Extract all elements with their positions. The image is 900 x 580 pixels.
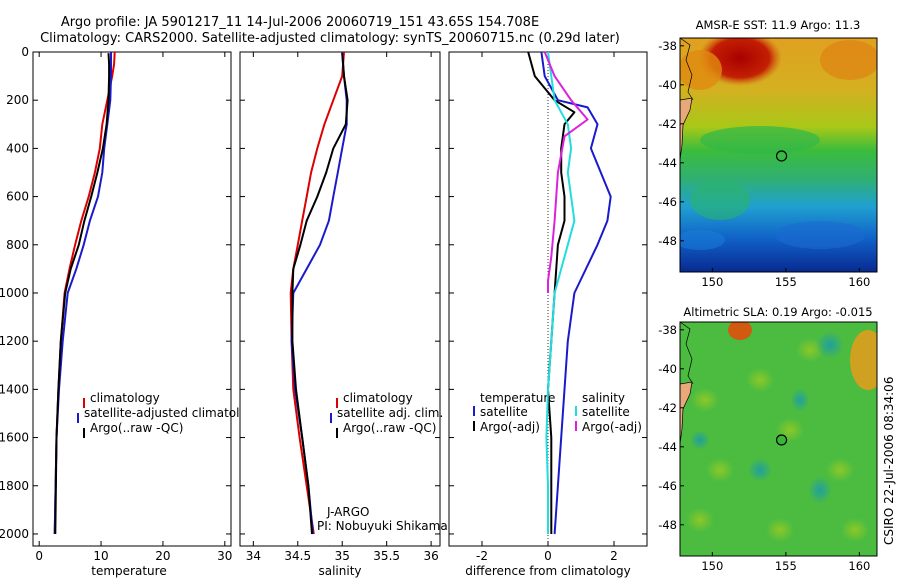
sla-map-frame [679, 321, 878, 557]
depth-tick-label: 1800 [0, 479, 29, 493]
salinity-xtick-label: 34 [246, 549, 261, 563]
difference-xtick-label: 2 [610, 549, 618, 563]
legend-sal-satellite: satellite [582, 405, 630, 419]
temperature-line-argo-raw-qc- [54, 53, 111, 535]
sla_map-xtick-label: 150 [701, 559, 723, 573]
temperature-xtick-label: 10 [93, 549, 108, 563]
temperature-xtick-label: 30 [217, 549, 232, 563]
sst_map-ytick-label: -42 [658, 117, 677, 131]
salinity-xlabel: salinity [318, 564, 361, 578]
annotation-jargo: J-ARGO [326, 505, 369, 519]
difference-line-salinity-satellite [545, 51, 576, 534]
salinity-xtick-label: 35.5 [373, 549, 400, 563]
sla_map-ytick-label: -48 [658, 518, 677, 532]
temperature-panel: climatology satellite-adjusted climatolo… [32, 51, 262, 578]
salinity-legend: climatology satellite adj. clim. Argo(..… [330, 391, 443, 438]
sst_map-xtick-label: 160 [848, 275, 870, 289]
depth-tick-label: 1600 [0, 431, 29, 445]
sst_map-ytick-label: -38 [658, 39, 677, 53]
depth-tick-label: 1000 [0, 286, 29, 300]
sst-map-panel: AMSR-E SST: 11.9 Argo: 11.3 [679, 18, 878, 273]
legend-climatology: climatology [90, 391, 160, 405]
annotation-pi: PI: Nobuyuki Shikama [317, 519, 448, 533]
figure-title-line2: Climatology: CARS2000. Satellite-adjuste… [40, 31, 620, 46]
sst_map-ytick-label: -44 [658, 156, 677, 170]
sla-heatmap [680, 322, 877, 556]
depth-tick-label: 1200 [0, 334, 29, 348]
temperature-xtick-label: 0 [35, 549, 43, 563]
temperature-xtick-label: 20 [155, 549, 170, 563]
temperature-line-satellite-adjusted-climatology [53, 52, 112, 535]
depth-tick-label: 0 [21, 45, 29, 59]
difference-legend: temperature satellite Argo(-adj) salinit… [473, 391, 642, 434]
side-credit-label: CSIRO 22-Jul-2006 08:34:06 [882, 377, 896, 545]
depth-tick-label: 800 [6, 238, 29, 252]
sst-map-title: AMSR-E SST: 11.9 Argo: 11.3 [696, 18, 861, 32]
sst_map-xtick-label: 150 [701, 275, 723, 289]
legend-argo-raw-sal: Argo(..raw -QC) [343, 421, 436, 435]
legend-climatology-sal: climatology [343, 391, 413, 405]
sst_map-ytick-label: -48 [658, 234, 677, 248]
sla_map-ytick-label: -46 [658, 479, 677, 493]
sla_map-argo-marker [775, 434, 788, 446]
difference-xtick-label: 0 [544, 549, 552, 563]
salinity-xtick-label: 34.5 [284, 549, 311, 563]
sst_map-ytick-label: -46 [658, 195, 677, 209]
depth-tick-label: 200 [6, 93, 29, 107]
salinity-xtick-label: 35 [335, 549, 350, 563]
sla_map-xtick-label: 160 [848, 559, 870, 573]
temperature-xlabel: temperature [91, 564, 166, 578]
salinity-axes [239, 51, 441, 547]
depth-tick-label: 400 [6, 141, 29, 155]
salinity-xtick-label: 36 [423, 549, 438, 563]
legend-salinity-header: salinity [582, 391, 625, 405]
sla-map-title: Altimetric SLA: 0.19 Argo: -0.015 [683, 305, 872, 319]
sla_map-xtick-label: 155 [775, 559, 797, 573]
sst_map-xtick-label: 155 [775, 275, 797, 289]
legend-temp-satellite: satellite [480, 405, 528, 419]
difference-line-temperature-satellite [540, 51, 612, 535]
salinity-line-climatology [289, 51, 345, 535]
legend-temp-argo: Argo(-adj) [480, 420, 540, 434]
figure-title-line1: Argo profile: JA 5901217_11 14-Jul-2006 … [61, 15, 539, 30]
temperature-legend: climatology satellite-adjusted climatolo… [77, 391, 262, 438]
difference-xtick-label: -2 [476, 549, 488, 563]
sla_map-ytick-label: -38 [658, 323, 677, 337]
sst_map-argo-marker [775, 150, 788, 162]
plot-layer: 0 10 20 30020040060080010001200140016001800… [0, 39, 870, 573]
difference-xlabel: difference from climatology [465, 564, 631, 578]
sla_map-ytick-label: -40 [658, 362, 677, 376]
legend-sal-argo: Argo(-adj) [582, 420, 642, 434]
sst-map-frame [679, 37, 878, 273]
salinity-panel: climatology satellite adj. clim. Argo(..… [239, 51, 448, 578]
sst-heatmap [680, 38, 877, 272]
legend-temperature-header: temperature [480, 391, 555, 405]
legend-argo-raw: Argo(..raw -QC) [90, 421, 183, 435]
sla_map-ytick-label: -44 [658, 440, 677, 454]
salinity-line-argo-raw-qc- [291, 53, 349, 535]
depth-tick-label: 2000 [0, 527, 29, 541]
legend-satellite-adjusted: satellite-adjusted climatology [84, 406, 262, 420]
sst_map-ytick-label: -40 [658, 78, 677, 92]
difference-line-temperature-argo-adj- [527, 51, 576, 534]
depth-tick-label: 600 [6, 190, 29, 204]
legend-satellite-adj-clim: satellite adj. clim. [337, 406, 443, 420]
temperature-axes [32, 51, 232, 547]
sla-map-panel: Altimetric SLA: 0.19 Argo: -0.015 [679, 305, 878, 557]
difference-line-salinity-argo-adj- [543, 51, 589, 293]
sla_map-ytick-label: -42 [658, 401, 677, 415]
depth-tick-label: 1400 [0, 382, 29, 396]
